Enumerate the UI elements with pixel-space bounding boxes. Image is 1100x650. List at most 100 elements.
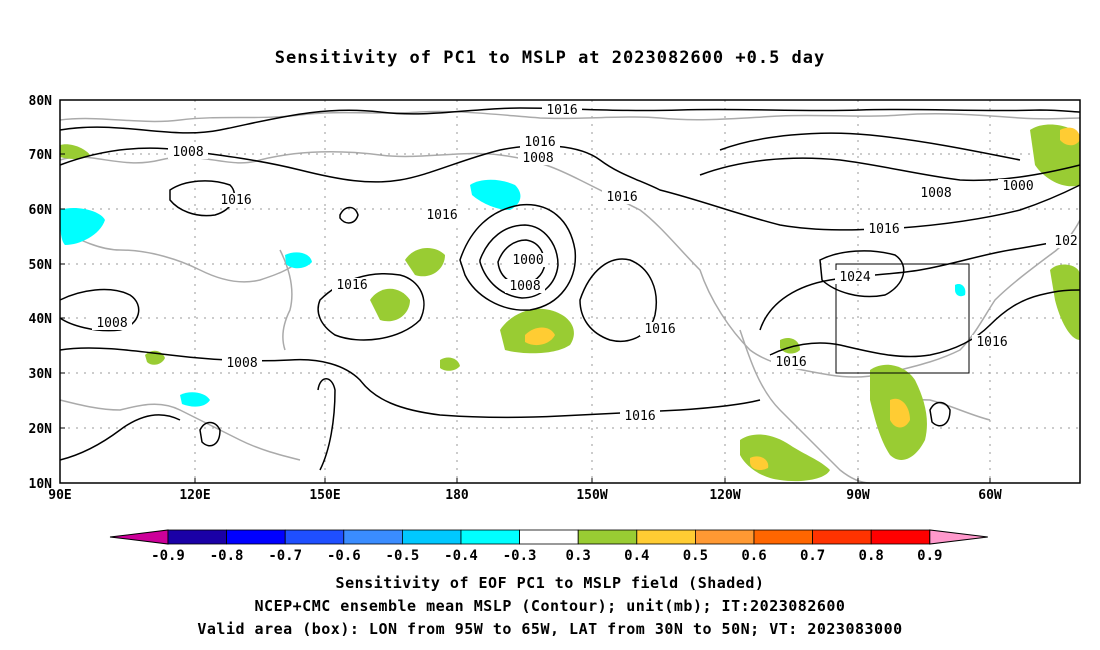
contour-label-bg: [620, 409, 660, 423]
shade-patch-positive: [1050, 264, 1080, 340]
contour-label-bg: [998, 179, 1038, 193]
map-axes: 90E 120E 150E 180 150W 120W 90W 60W 80N 70N 60N 50N…: [29, 94, 1002, 503]
colorbar-label: 0.9: [917, 548, 942, 564]
contour-label-bg: [222, 356, 262, 370]
lon-label: 150W: [576, 488, 607, 503]
lon-label: 150E: [309, 488, 340, 503]
footer-line-1: Sensitivity of EOF PC1 to MSLP field (Sh…: [335, 574, 765, 592]
colorbar: -0.9 -0.8 -0.7 -0.6 -0.5 -0.4 -0.3 0.3 0.4 0.5 0.6…: [109, 529, 988, 564]
lat-label: 30N: [29, 367, 53, 382]
contour-label-bg: [520, 135, 560, 149]
contour-label: 1016: [336, 278, 367, 293]
lat-label: 50N: [29, 258, 53, 273]
colorbar-label: -0.9: [151, 548, 185, 564]
contour-label-bg: [972, 335, 1012, 349]
shade-patch-positive: [370, 288, 410, 322]
lat-label: 70N: [29, 148, 53, 163]
contour-label-bg: [508, 253, 548, 267]
colorbar-label: 0.7: [800, 548, 825, 564]
contour-label: 1016: [976, 335, 1007, 350]
colorbar-segment: [753, 529, 813, 545]
contour-label-bg: [542, 103, 582, 117]
contour-label: 1016: [426, 208, 457, 223]
lon-label: 180: [445, 488, 469, 503]
colorbar-segment: [636, 529, 696, 545]
contour-label: 1008: [96, 316, 127, 331]
contour-label: 1000: [1002, 179, 1033, 194]
colorbar-label: -0.7: [268, 548, 302, 564]
colorbar-label: -0.4: [444, 548, 478, 564]
colorbar-label: 0.8: [859, 548, 884, 564]
lon-label: 90W: [846, 488, 870, 503]
colorbar-label: -0.6: [327, 548, 361, 564]
colorbar-label: -0.3: [503, 548, 537, 564]
contour-label: 1016: [624, 409, 655, 424]
lat-label: 20N: [29, 422, 53, 437]
footer-line-2: NCEP+CMC ensemble mean MSLP (Contour); u…: [254, 597, 846, 615]
colorbar-label: 0.6: [741, 548, 766, 564]
colorbar-label: 0.5: [683, 548, 708, 564]
contour-label: 1008: [509, 279, 540, 294]
shade-patch-positive-core: [890, 398, 910, 428]
colorbar-label: 0.4: [624, 548, 649, 564]
colorbar-high-extend: [929, 529, 988, 545]
contour-label-bg: [916, 186, 956, 200]
lat-label: 80N: [29, 94, 53, 109]
contour-label-bg: [864, 222, 904, 236]
lon-label: 90E: [48, 488, 71, 503]
shade-patch-negative: [285, 252, 312, 269]
lon-label: 120W: [709, 488, 740, 503]
colorbar-low-extend: [109, 529, 169, 545]
shade-patch-positive: [780, 338, 800, 354]
contour-label: 1016: [606, 190, 637, 205]
colorbar-label: -0.5: [386, 548, 420, 564]
contour-label-bg: [602, 190, 642, 204]
colorbar-segment: [460, 529, 520, 545]
lon-label: 60W: [978, 488, 1002, 503]
map-frame: [59, 99, 1081, 484]
colorbar-label: 0.3: [566, 548, 591, 564]
contour-label: 1016: [546, 103, 577, 118]
shade-patch-negative: [470, 179, 521, 210]
contour-label-bg: [835, 270, 875, 284]
map-panel: [60, 100, 1080, 483]
shade-patch-negative: [955, 284, 966, 297]
valid-area-box: [835, 263, 970, 374]
lat-label: 60N: [29, 203, 53, 218]
contour-label: 1008: [226, 356, 257, 371]
contour-label-bg: [168, 145, 208, 159]
colorbar-segment: [284, 529, 345, 545]
contour-label-bg: [332, 278, 372, 292]
shade-patch-negative: [60, 208, 105, 245]
mslp-contours: [59, 107, 1081, 471]
contour-label-bg: [640, 322, 680, 336]
colorbar-segment: [167, 529, 227, 545]
contour-label: 1016: [868, 222, 899, 237]
colorbar-segment: [343, 529, 403, 545]
shade-patch-positive: [60, 144, 90, 160]
contour-label: 1024: [839, 270, 870, 285]
contour-label: 1016: [775, 355, 806, 370]
colorbar-segment: [519, 529, 579, 545]
colorbar-segment: [577, 529, 638, 545]
contour-label: 1008: [920, 186, 951, 201]
coastlines: [59, 110, 1081, 484]
colorbar-segment: [226, 529, 286, 545]
lat-label: 40N: [29, 312, 53, 327]
contour-label-bg: [216, 193, 256, 207]
colorbar-segment: [870, 529, 931, 545]
lat-label: 10N: [29, 477, 53, 492]
contour-label-bg: [518, 151, 558, 165]
contour-label: 1016: [220, 193, 251, 208]
contour-label: 1016: [524, 135, 555, 150]
contour-label: 102: [1054, 234, 1077, 249]
contour-label: 1008: [522, 151, 553, 166]
shade-patch-positive: [440, 357, 460, 371]
contour-label-bg: [771, 355, 811, 369]
contour-label-bg: [505, 279, 545, 293]
shade-patch-positive-core: [750, 456, 769, 470]
colorbar-segment: [812, 529, 872, 545]
contour-label: 1016: [644, 322, 675, 337]
